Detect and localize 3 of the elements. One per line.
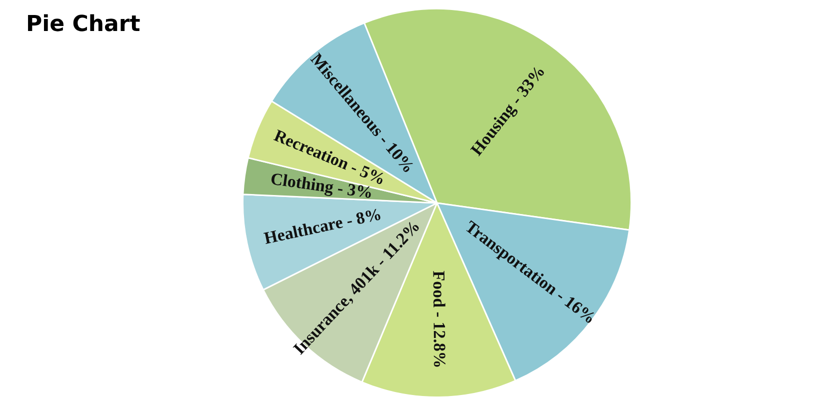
slice-label: Food - 12.8%	[429, 270, 450, 368]
slice-label: Healthcare - 8%	[262, 204, 384, 248]
chart-title: Pie Chart	[26, 12, 140, 37]
